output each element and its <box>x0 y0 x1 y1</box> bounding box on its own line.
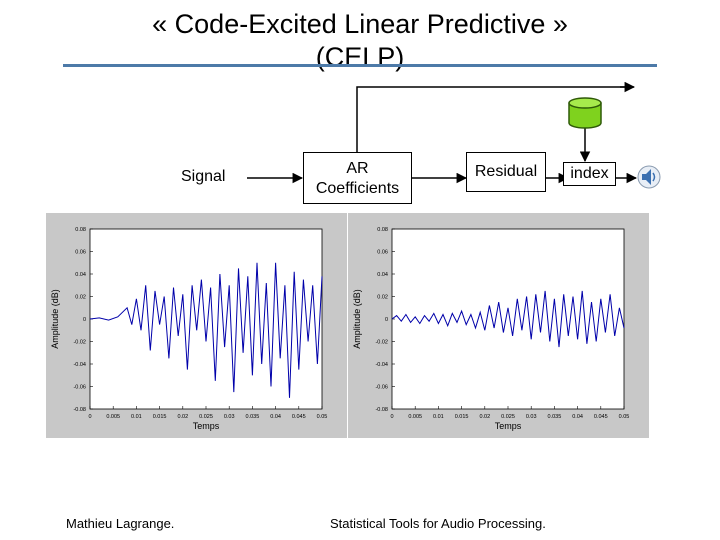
x-tick-label: 0 <box>390 414 393 420</box>
y-tick-label: -0.08 <box>73 407 86 413</box>
signal-waveform-chart: 0.080.060.040.020-0.02-0.04-0.06-0.080 0.… <box>50 227 328 431</box>
series-line <box>89 262 323 398</box>
x-tick-label: 0.02 <box>177 414 188 420</box>
title-line-2: (CELP) <box>315 42 405 72</box>
x-tick-label: 0.01 <box>433 414 444 420</box>
signal-label: Signal <box>181 168 226 185</box>
y-tick-label: -0.02 <box>73 340 86 346</box>
x-tick-label: 0 <box>88 414 91 420</box>
x-tick-label: 0.02 <box>479 414 490 420</box>
y-tick-label: -0.02 <box>375 340 388 346</box>
plot-area <box>89 228 323 410</box>
y-tick-label: 0 <box>385 317 388 323</box>
ar-feedback-arrow <box>356 86 630 158</box>
x-tick-label: 0.025 <box>501 414 515 420</box>
slide-title: « Code-Excited Linear Predictive » (CELP… <box>0 8 720 74</box>
signal-plot-panel: 0.08 0.06 0.04 0.02 0 -0.02 -0.04 -0.06 -0.08 0 0.… <box>46 213 347 438</box>
y-axis-label: Amplitude (dB) <box>352 289 362 349</box>
x-tick-label: 0.05 <box>317 414 328 420</box>
x-axis-label: Temps <box>495 421 522 431</box>
y-tick-label: 0 <box>83 317 86 323</box>
residual-waveform-chart: 0.080.060.040.020-0.02-0.04-0.06-0.080 0.… <box>352 227 630 431</box>
footer-author: Mathieu Lagrange. <box>66 516 175 531</box>
x-tick-label: 0.015 <box>455 414 469 420</box>
y-tick-label: 0.04 <box>377 272 388 278</box>
speaker-icon[interactable] <box>636 164 662 190</box>
y-tick-label: 0.02 <box>377 295 388 301</box>
residual-box: Residual <box>466 152 546 192</box>
y-tick-label: 0.02 <box>75 295 86 301</box>
series-line <box>391 290 625 348</box>
x-tick-label: 0.04 <box>270 414 281 420</box>
y-tick-label: -0.06 <box>73 385 86 391</box>
footer-course: Statistical Tools for Audio Processing. <box>330 516 546 531</box>
x-axis-label: Temps <box>193 421 220 431</box>
y-tick-label: 0.06 <box>75 250 86 256</box>
y-tick-label: 0.04 <box>75 272 86 278</box>
ar-line-1: AR <box>346 160 369 177</box>
x-tick-label: 0.015 <box>153 414 167 420</box>
y-tick-label: 0.08 <box>377 227 388 233</box>
residual-plot-panel: 0.08 0.06 0.04 0.02 0 -0.02 -0.04 -0.06 -0.08 0 0.… <box>348 213 649 438</box>
x-tick-label: 0.005 <box>106 414 120 420</box>
x-tick-label: 0.04 <box>572 414 583 420</box>
index-box: index <box>563 162 616 186</box>
x-tick-label: 0.03 <box>526 414 537 420</box>
y-tick-label: -0.04 <box>73 362 86 368</box>
x-tick-label: 0.01 <box>131 414 142 420</box>
database-cylinder-icon <box>568 97 602 129</box>
x-tick-label: 0.025 <box>199 414 213 420</box>
y-tick-label: -0.04 <box>375 362 388 368</box>
ar-line-2: Coefficients <box>315 180 400 197</box>
y-tick-label: 0.08 <box>75 227 86 233</box>
x-tick-label: 0.035 <box>246 414 260 420</box>
y-axis-label: Amplitude (dB) <box>50 289 60 349</box>
y-tick-label: -0.08 <box>375 407 388 413</box>
x-tick-label: 0.005 <box>408 414 422 420</box>
x-tick-label: 0.045 <box>594 414 608 420</box>
y-tick-label: -0.06 <box>375 385 388 391</box>
x-tick-label: 0.045 <box>292 414 306 420</box>
title-underline <box>63 64 657 67</box>
ar-coefficients-box: AR Coefficients <box>303 152 412 204</box>
x-tick-label: 0.05 <box>619 414 630 420</box>
title-line-1: « Code-Excited Linear Predictive » <box>152 9 568 39</box>
x-tick-label: 0.03 <box>224 414 235 420</box>
x-tick-label: 0.035 <box>548 414 562 420</box>
y-tick-label: 0.06 <box>377 250 388 256</box>
